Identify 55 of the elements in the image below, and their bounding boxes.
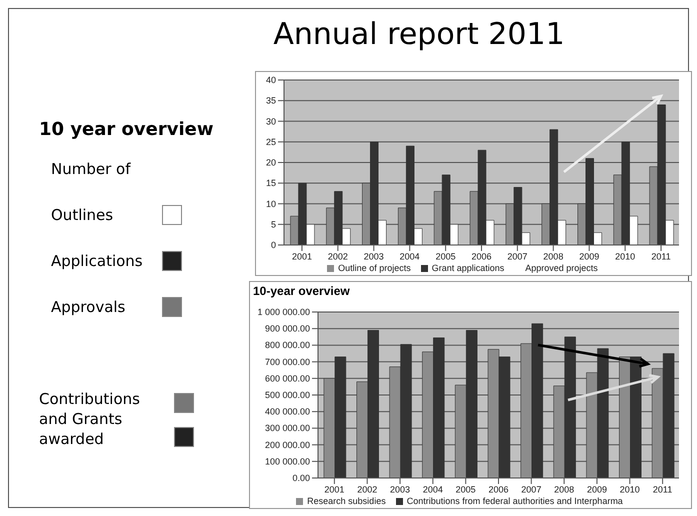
y-tick-label: 900 000.00	[264, 324, 310, 334]
y-tick-label: 300 000.00	[264, 423, 310, 434]
y-tick-label: 25	[266, 136, 276, 147]
x-tick-label: 2010	[620, 484, 640, 494]
x-tick-label: 2006	[488, 484, 509, 494]
x-tick-label: 2007	[507, 251, 528, 262]
y-tick-label: 0	[270, 240, 276, 250]
text: Applications	[51, 251, 144, 271]
legend-label: Outline of projects	[338, 263, 411, 273]
x-tick-label: 2003	[390, 484, 410, 494]
y-tick-label: 600 000.00	[264, 373, 310, 384]
x-tick-label: 2007	[521, 484, 542, 494]
x-tick-label: 2011	[651, 251, 671, 262]
x-tick-label: 2003	[364, 251, 384, 262]
y-tick-label: 700 000.00	[264, 356, 310, 367]
x-tick-label: 2006	[471, 251, 492, 262]
x-tick-label: 2009	[586, 484, 607, 494]
x-tick-label: 2005	[456, 484, 476, 494]
y-tick-label: 0.00	[292, 473, 310, 483]
x-tick-label: 2005	[436, 251, 456, 262]
y-tick-label: 400 000.00	[264, 406, 310, 417]
y-tick-label: 100 000.00	[264, 456, 310, 466]
text: Outlines	[51, 205, 114, 225]
y-tick-label: 15	[266, 178, 276, 188]
x-tick-label: 2008	[543, 251, 564, 262]
y-tick-label: 800 000.00	[264, 340, 310, 350]
text: Annual report 2011	[272, 17, 566, 52]
x-tick-label: 2011	[652, 484, 672, 494]
y-tick-label: 5	[270, 219, 276, 230]
x-tick-label: 2001	[324, 484, 344, 494]
x-tick-label: 2004	[422, 484, 443, 494]
y-tick-label: 500 000.00	[264, 390, 310, 400]
series-label: Approved projects	[525, 263, 598, 273]
x-tick-label: 2001	[292, 251, 312, 262]
legend-label: Research subsidies	[307, 496, 386, 506]
y-tick-label: 200 000.00	[264, 440, 310, 450]
y-tick-label: 35	[266, 96, 276, 106]
text: Approvals	[51, 297, 126, 317]
x-tick-label: 2010	[615, 251, 636, 262]
y-tick-label: 40	[266, 75, 276, 85]
x-tick-label: 2002	[357, 484, 378, 494]
text: Number of	[51, 159, 132, 179]
text: Contributions and Grants awarded	[39, 389, 141, 449]
y-tick-label: 1 000 000.00	[257, 307, 310, 317]
x-tick-label: 2004	[400, 251, 420, 262]
y-tick-label: 30	[266, 116, 276, 126]
y-tick-label: 10	[266, 198, 276, 209]
legend-label: Contributions from federal authorities and Interpharma	[406, 496, 623, 506]
text: 10 year overview	[39, 119, 214, 140]
chart-title: 10-year overview	[253, 284, 350, 298]
y-tick-label: 20	[266, 158, 276, 168]
x-tick-label: 2009	[579, 251, 600, 262]
legend-label: Grant applications	[432, 263, 504, 273]
x-tick-label: 2002	[328, 251, 348, 262]
x-tick-label: 2008	[554, 484, 574, 494]
